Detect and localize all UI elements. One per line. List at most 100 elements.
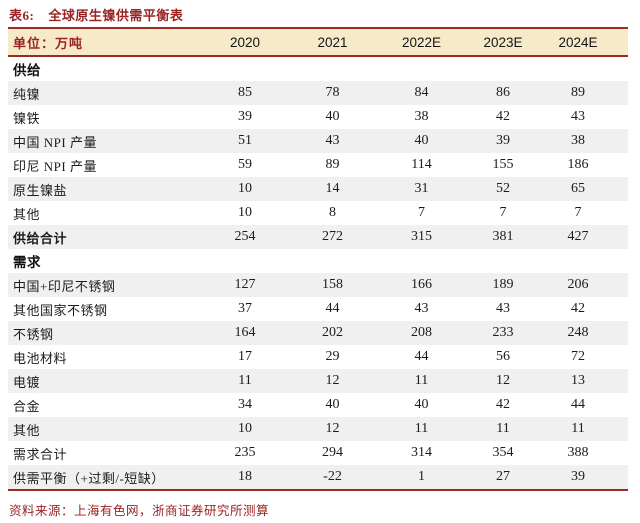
unit-label: 单位：万吨	[8, 27, 203, 57]
table-row: 印尼 NPI 产量 59 89 114 155 186	[8, 153, 628, 177]
cell-value: 10	[238, 205, 252, 220]
cell-value: 354	[492, 445, 514, 460]
cell-value: 127	[234, 277, 256, 292]
cell-value: 84	[414, 85, 429, 100]
cell-value: 42	[496, 397, 510, 412]
column-header-2020: 2020	[203, 27, 287, 57]
table-title-text: 全球原生镍供需平衡表	[48, 8, 184, 23]
supply-demand-table: 单位：万吨 2020 2021 2022E 2023E 2024E 供给 纯镍 85…	[8, 27, 628, 491]
row-label: 供给合计	[13, 230, 68, 246]
cell-value: 39	[541, 465, 628, 491]
row-label: 不锈钢	[13, 326, 54, 342]
row-label: 中国 NPI 产量	[13, 134, 97, 150]
row-label: 电镀	[13, 374, 41, 390]
table-row: 供给合计 254 272 315 381 427	[8, 225, 628, 249]
cell-value: 12	[325, 421, 340, 436]
cell-value: 38	[571, 133, 585, 148]
cell-value: 8	[329, 205, 336, 220]
table-row: 其他国家不锈钢 37 44 43 43 42	[8, 297, 628, 321]
cell-value: -22	[287, 465, 378, 491]
cell-value: 27	[465, 465, 541, 491]
cell-value: 43	[325, 133, 340, 148]
cell-value: 158	[322, 277, 343, 292]
table-row: 合金 34 40 40 42 44	[8, 393, 628, 417]
table-title: 表6: 全球原生镍供需平衡表	[0, 0, 640, 27]
table-row: 中国+印尼不锈钢 127 158 166 189 206	[8, 273, 628, 297]
cell-value: 40	[414, 397, 429, 412]
cell-value: 59	[238, 157, 252, 172]
cell-value: 166	[411, 277, 432, 292]
cell-value: 208	[411, 325, 432, 340]
row-label: 合金	[13, 398, 41, 414]
cell-value: 65	[571, 181, 585, 196]
table-row: 需求合计 235 294 314 354 388	[8, 441, 628, 465]
cell-value: 51	[238, 133, 252, 148]
row-label: 原生镍盐	[13, 182, 68, 198]
cell-value: 10	[238, 181, 252, 196]
cell-value: 12	[496, 373, 510, 388]
cell-value: 114	[411, 157, 432, 172]
cell-value: 13	[571, 373, 585, 388]
cell-value: 86	[496, 85, 510, 100]
cell-value: 272	[322, 229, 343, 244]
cell-value: 38	[414, 109, 429, 124]
cell-value: 85	[238, 85, 252, 100]
cell-value: 7	[574, 205, 582, 220]
cell-value: 44	[414, 349, 429, 364]
cell-value: 206	[567, 277, 589, 292]
source-note: 资料来源：上海有色网，浙商证券研究所测算	[9, 504, 270, 518]
cell-value: 52	[496, 181, 510, 196]
cell-value: 12	[325, 373, 340, 388]
row-label: 其他	[13, 206, 41, 222]
cell-value: 164	[234, 325, 256, 340]
row-label: 印尼 NPI 产量	[13, 158, 97, 174]
cell-value: 40	[325, 397, 340, 412]
table-row: 中国 NPI 产量 51 43 40 39 38	[8, 129, 628, 153]
table-row: 供需平衡（+过剩/-短缺） 18 -22 1 27 39	[8, 465, 628, 491]
cell-value: 40	[414, 133, 429, 148]
cell-value: 78	[325, 85, 340, 100]
cell-value: 42	[571, 301, 585, 316]
table-body: 供给 纯镍 85 78 84 86 89 镍铁 39 40 38 42 43 中国 NPI 产量 51 43 4…	[8, 56, 628, 491]
row-label: 镍铁	[13, 110, 41, 126]
row-label: 其他国家不锈钢	[13, 302, 108, 318]
cell-value: 7	[499, 205, 507, 220]
cell-value: 43	[496, 301, 510, 316]
cell-value: 18	[203, 465, 287, 491]
row-label: 电池材料	[13, 350, 68, 366]
row-label: 供需平衡（+过剩/-短缺）	[8, 465, 203, 491]
cell-value: 427	[567, 229, 589, 244]
cell-value: 1	[378, 465, 465, 491]
cell-value: 72	[571, 349, 585, 364]
cell-value: 44	[571, 397, 585, 412]
cell-value: 42	[496, 109, 510, 124]
cell-value: 89	[571, 85, 585, 100]
cell-value: 37	[238, 301, 252, 316]
cell-value: 31	[414, 181, 429, 196]
cell-value: 11	[238, 373, 252, 388]
row-label: 其他	[13, 422, 41, 438]
cell-value: 11	[414, 421, 429, 436]
section-label: 需求	[13, 255, 41, 270]
cell-value: 155	[492, 157, 514, 172]
cell-value: 14	[325, 181, 340, 196]
cell-value: 7	[418, 205, 425, 220]
column-header-2022e: 2022E	[378, 27, 465, 57]
table-row: 原生镍盐 10 14 31 52 65	[8, 177, 628, 201]
cell-value: 39	[238, 109, 252, 124]
cell-value: 248	[567, 325, 589, 340]
table-number: 表6:	[9, 8, 35, 23]
column-header-2021: 2021	[287, 27, 378, 57]
cell-value: 254	[234, 229, 256, 244]
cell-value: 43	[414, 301, 429, 316]
cell-value: 388	[567, 445, 589, 460]
row-label: 中国+印尼不锈钢	[13, 278, 116, 294]
cell-value: 186	[567, 157, 589, 172]
cell-value: 39	[496, 133, 510, 148]
cell-value: 11	[496, 421, 510, 436]
cell-value: 233	[492, 325, 514, 340]
cell-value: 29	[325, 349, 340, 364]
table-row: 电镀 11 12 11 12 13	[8, 369, 628, 393]
cell-value: 56	[496, 349, 510, 364]
